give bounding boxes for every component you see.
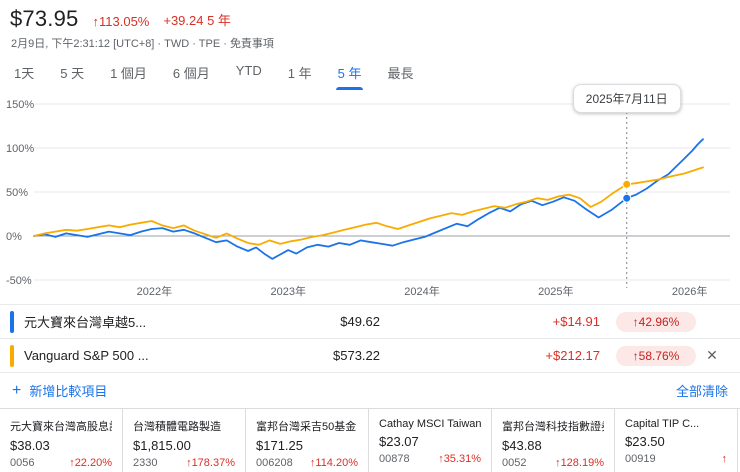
card-title: 元大寶來台灣高股息證... — [10, 421, 112, 433]
x-axis-label: 2025年 — [538, 284, 573, 298]
suggestion-card[interactable]: 富邦台灣科技指數證券... $43.88 0052 ↑128.19% — [492, 409, 615, 472]
hover-date-tooltip: 2025年7月11日 — [572, 84, 681, 113]
card-price: $23.50 — [625, 434, 665, 449]
add-comparison-button[interactable]: + 新增比較項目 — [12, 381, 107, 400]
suggestion-card[interactable]: 台灣積體電路製造 $1,815.00 2330 ↑178.37% — [123, 409, 246, 472]
card-title: 富邦台灣采吉50基金 — [256, 421, 357, 433]
price-header: $73.95 ↑113.05% +39.24 5 年 — [0, 0, 740, 32]
price-change-absolute: +39.24 5 年 — [163, 13, 231, 28]
compare-toolbar: + 新增比較項目 全部清除 — [0, 372, 740, 408]
card-price: $43.88 — [502, 438, 542, 453]
card-title: 台灣積體電路製造 — [133, 421, 221, 433]
series-value: $49.62 — [340, 314, 380, 329]
price-line-1 — [33, 166, 704, 246]
card-change-pct: ↑128.19% — [555, 457, 604, 469]
series-change: +$14.91 — [552, 314, 600, 329]
card-ticker: 006208 — [256, 457, 293, 469]
card-title: Capital TIP C... — [625, 418, 700, 430]
suggestion-card[interactable]: 富邦台灣采吉50基金 $171.25 006208 ↑114.20% — [246, 409, 369, 472]
card-price: $171.25 — [256, 438, 303, 453]
hover-dot — [622, 193, 632, 203]
x-axis-label: 2022年 — [137, 284, 172, 298]
suggestion-card[interactable]: Cathay MSCI Taiwan E... $23.07 00878 ↑35… — [369, 409, 492, 472]
y-axis-label: 150% — [6, 99, 34, 111]
series-color-bar — [10, 344, 14, 367]
series-change: +$212.17 — [545, 348, 600, 363]
card-change-pct: ↑35.31% — [438, 453, 481, 465]
series-value: $573.22 — [333, 348, 380, 363]
tab-1y[interactable]: 1 年 — [287, 66, 312, 81]
tab-1d[interactable]: 1天 — [14, 66, 35, 81]
x-axis-label: 2024年 — [404, 284, 439, 298]
tab-1m[interactable]: 1 個月 — [110, 66, 147, 81]
add-comparison-label: 新增比較項目 — [29, 384, 108, 399]
price-chart[interactable]: 150% 100% 50% 0% -50% 2022年 2023年 2024年 2025年 202… — [0, 90, 740, 304]
card-ticker: 00878 — [379, 453, 410, 465]
card-title: 富邦台灣科技指數證券... — [502, 421, 604, 433]
card-ticker: 00919 — [625, 453, 656, 465]
y-axis-label: 0% — [6, 231, 22, 243]
chart-area: 150% 100% 50% 0% -50% 2022年 2023年 2024年 2025年 202… — [0, 84, 740, 304]
series-pct-badge: ↑42.96% — [616, 311, 696, 332]
series-color-bar — [10, 310, 14, 333]
suggested-comparisons: 元大寶來台灣高股息證... $38.03 0056 ↑22.20% 台灣積體電路… — [0, 408, 740, 472]
series-name: 元大寶來台灣卓越5... — [24, 315, 147, 330]
x-axis-label: 2023年 — [270, 284, 305, 298]
card-title: Cathay MSCI Taiwan E... — [379, 418, 481, 430]
series-pct-badge: ↑58.76% — [616, 345, 696, 366]
tab-5d[interactable]: 5 天 — [60, 66, 85, 81]
price-change-percent: ↑113.05% — [92, 14, 150, 29]
price-line-0 — [33, 138, 704, 260]
x-axis-label: 2026年 — [672, 284, 707, 298]
y-axis-label: -50% — [6, 275, 32, 287]
tab-max[interactable]: 最長 — [387, 66, 414, 81]
suggestion-card[interactable]: 元大寶來台灣高股息證... $38.03 0056 ↑22.20% — [0, 409, 123, 472]
tab-5y[interactable]: 5 年 — [328, 58, 372, 90]
card-price: $23.07 — [379, 434, 419, 449]
remove-comparison-button[interactable]: ✕ — [706, 347, 718, 363]
tab-ytd[interactable]: YTD — [235, 63, 262, 78]
card-ticker: 0052 — [502, 457, 527, 469]
hover-dot — [622, 179, 632, 189]
card-change-pct: ↑178.37% — [186, 457, 235, 469]
card-ticker: 2330 — [133, 457, 158, 469]
disclaimer-link[interactable]: 免責事項 — [229, 38, 274, 50]
tab-6m[interactable]: 6 個月 — [172, 66, 210, 81]
quote-meta-text: 2月9日, 下午2:31:12 [UTC+8] · TWD · TPE · — [11, 38, 227, 50]
legend-row-voo[interactable]: Vanguard S&P 500 ... $573.22 +$212.17 ↑5… — [0, 338, 740, 372]
card-price: $1,815.00 — [133, 438, 191, 453]
clear-all-button[interactable]: 全部清除 — [675, 384, 728, 399]
plus-icon: + — [12, 381, 22, 399]
series-name: Vanguard S&P 500 ... — [24, 348, 149, 363]
current-price: $73.95 — [10, 6, 79, 31]
quote-meta: 2月9日, 下午2:31:12 [UTC+8] · TWD · TPE · 免責… — [0, 32, 740, 51]
legend-row-0050[interactable]: 元大寶來台灣卓越5... $49.62 +$14.91 ↑42.96% — [0, 304, 740, 338]
suggestion-card[interactable]: Capital TIP C... $23.50 00919 ↑ — [615, 409, 738, 472]
card-change-pct: ↑22.20% — [69, 457, 112, 469]
card-price: $38.03 — [10, 438, 50, 453]
time-range-tabs: 1天 5 天 1 個月 6 個月 YTD 1 年 5 年 最長 — [0, 51, 740, 90]
card-change-pct: ↑114.20% — [309, 457, 358, 469]
card-ticker: 0056 — [10, 457, 35, 469]
y-axis-label: 50% — [6, 187, 28, 199]
card-change-pct: ↑ — [721, 453, 728, 465]
y-axis-label: 100% — [6, 143, 34, 155]
